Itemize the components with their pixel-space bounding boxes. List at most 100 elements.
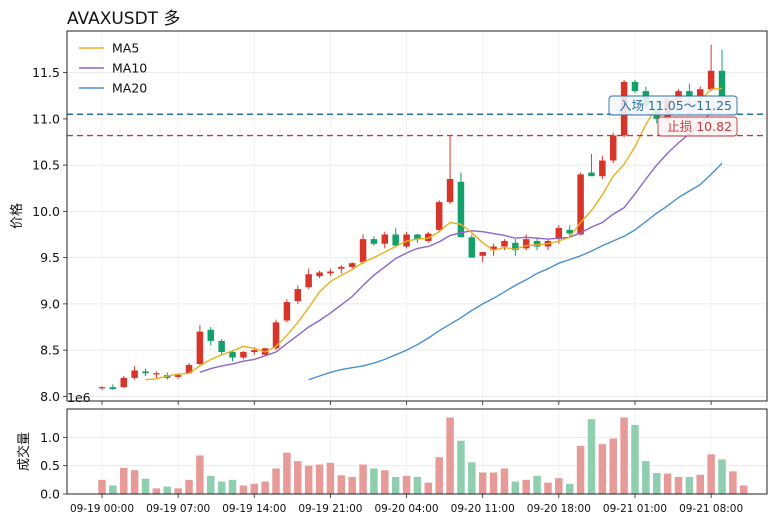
price-ytick-label: 8.5: [40, 343, 60, 358]
candle-body: [370, 239, 378, 244]
ma10-line: [199, 103, 723, 373]
volume-bar: [413, 477, 422, 494]
volume-bar: [478, 472, 487, 494]
candle-body: [686, 91, 693, 96]
volume-bar: [446, 417, 454, 494]
volume-bar: [587, 419, 596, 494]
candle-body: [174, 375, 182, 377]
candle-body: [501, 240, 508, 247]
candle: [338, 265, 345, 274]
stop-label-box: [657, 116, 738, 137]
candle-body: [599, 160, 606, 177]
volume-bar: [141, 478, 150, 494]
candle-body: [435, 202, 443, 230]
volume-bar: [489, 472, 498, 494]
volume-bar: [315, 464, 324, 494]
entry-label-box: [608, 95, 738, 116]
chart-title: AVAXUSDT 多: [67, 9, 180, 29]
candle-body: [142, 371, 149, 374]
candle: [283, 299, 291, 323]
price-y-axis-label: 价格: [9, 203, 25, 229]
volume-xtick-label: 09-19 14:00: [222, 503, 286, 515]
candle: [609, 132, 617, 164]
candle: [512, 239, 519, 256]
volume-bar: [109, 485, 117, 494]
volume-bar: [435, 457, 443, 494]
candle: [98, 386, 106, 390]
volume-bar: [468, 462, 476, 494]
candle-body: [446, 179, 454, 203]
price-ytick-label: 10.0: [32, 204, 60, 219]
candle-body: [251, 350, 258, 352]
entry-label: 入场 11.05～11.25: [619, 98, 732, 113]
volume-y-axis-label: 成交量: [16, 432, 32, 471]
candle: [229, 350, 236, 362]
candle-body: [109, 387, 117, 389]
candle-body: [381, 234, 389, 244]
candle: [457, 172, 465, 238]
candle-body: [218, 340, 225, 352]
candle-body: [338, 266, 345, 269]
volume-bar: [402, 475, 411, 494]
candle-body: [609, 135, 617, 161]
candle-body: [294, 289, 302, 302]
candle-body: [98, 387, 106, 389]
volume-xtick-label: 09-21 08:00: [679, 503, 743, 515]
volume-bar: [424, 482, 433, 494]
volume-bar: [381, 470, 389, 494]
volume-bar: [304, 465, 313, 494]
volume-bars: [98, 417, 748, 494]
candle: [359, 234, 367, 265]
volume-bar: [620, 417, 628, 494]
candle: [479, 252, 486, 263]
candle-body: [479, 252, 486, 256]
candle-body: [512, 242, 519, 251]
volume-bar: [685, 477, 694, 494]
candle: [218, 339, 225, 355]
ma5-line: [145, 87, 723, 381]
volume-bar: [337, 475, 346, 494]
entry-annotation: 入场 11.05～11.25: [608, 95, 738, 116]
price-ytick-label: 8.0: [40, 389, 60, 404]
legend-label: MA10: [112, 61, 147, 76]
candle: [348, 262, 356, 269]
candle: [566, 225, 573, 238]
candle: [718, 49, 726, 101]
volume-bar: [283, 452, 291, 494]
legend-label: MA5: [112, 41, 139, 56]
price-panel: 8.0 8.5 9.0 9.5 10.0 10.5 11.0 11.5 入场 11.05～11.…: [9, 30, 768, 405]
volume-bar: [185, 479, 193, 494]
candle: [142, 368, 149, 377]
volume-bar: [707, 454, 715, 494]
volume-bar: [555, 478, 563, 494]
candle-body: [577, 174, 584, 235]
candle-body: [588, 172, 595, 177]
legend: MA5 MA10 MA20: [79, 41, 147, 96]
volume-bar: [359, 464, 367, 494]
candle-body: [196, 331, 204, 364]
volume-bar: [348, 477, 356, 494]
legend-item: MA5: [79, 41, 139, 56]
volume-bar: [652, 473, 661, 494]
volume-xtick-label: 09-20 11:00: [451, 503, 515, 515]
candle: [131, 365, 138, 380]
volume-bar: [544, 482, 552, 494]
price-axes-frame: [66, 30, 768, 402]
candle-body: [675, 91, 682, 99]
candle-body: [131, 370, 138, 378]
candle-body: [207, 329, 215, 341]
candle: [435, 200, 443, 232]
price-ytick-label: 11.0: [32, 111, 60, 126]
candle-body: [522, 239, 530, 249]
candle-body: [696, 89, 704, 96]
volume-bar: [272, 468, 280, 494]
candle: [109, 384, 117, 390]
candle-body: [414, 234, 421, 240]
volume-bar: [598, 444, 607, 494]
candle-body: [490, 246, 497, 251]
volume-xtick-label: 09-21 01:00: [603, 503, 667, 515]
volume-bar: [130, 470, 139, 494]
volume-bar: [457, 440, 465, 494]
